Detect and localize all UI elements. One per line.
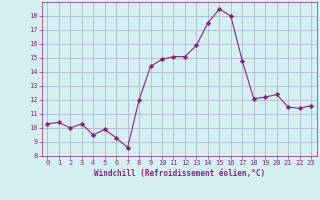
- X-axis label: Windchill (Refroidissement éolien,°C): Windchill (Refroidissement éolien,°C): [94, 169, 265, 178]
